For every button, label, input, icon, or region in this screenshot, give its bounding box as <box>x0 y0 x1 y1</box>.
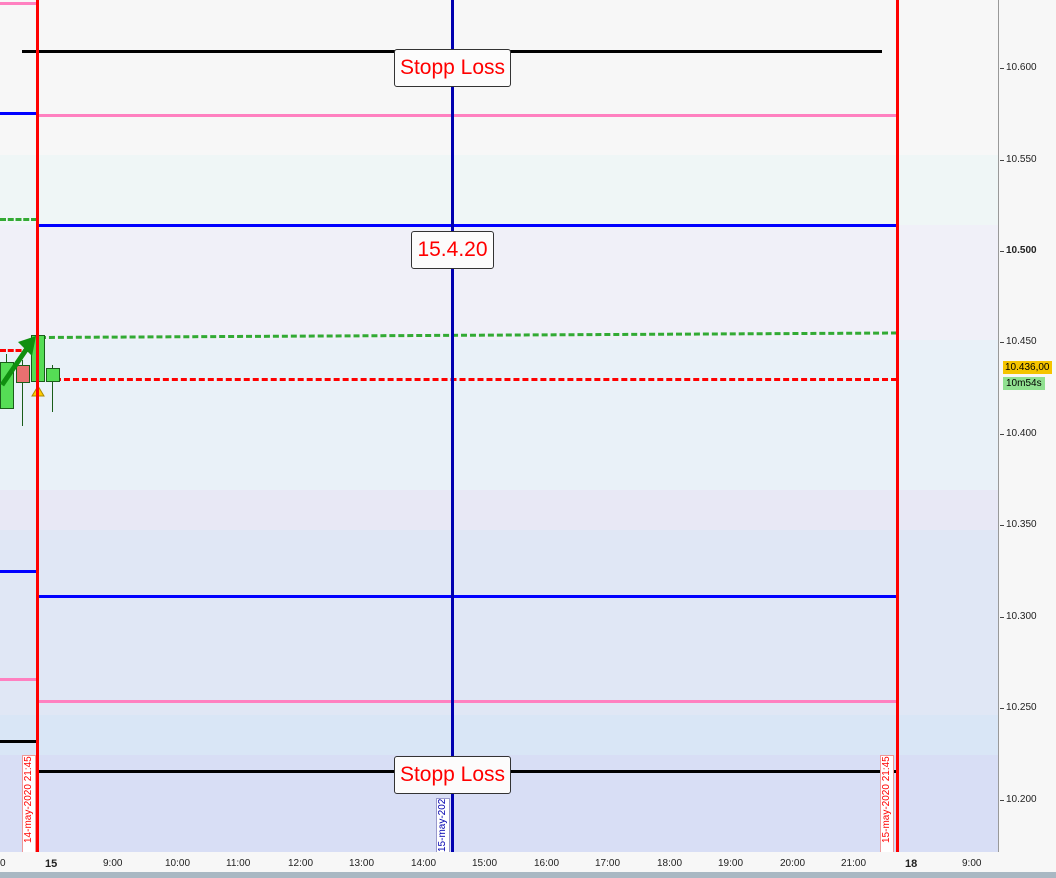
candle-bull[interactable] <box>46 368 60 382</box>
stop-loss-label-bottom[interactable]: Stopp Loss <box>394 756 511 794</box>
time-tick: 15:00 <box>472 858 498 869</box>
red-dotted-line <box>0 349 37 352</box>
time-tick: 18:00 <box>657 858 683 869</box>
vertical-line-label: 14-may-2020 21:45 <box>22 755 36 852</box>
time-tick: 20:00 <box>780 858 806 869</box>
red-dotted-line <box>37 378 897 381</box>
price-tick: 10.450 <box>1000 336 1037 347</box>
blue-level-line <box>0 112 37 115</box>
price-tick: 10.600 <box>1000 62 1037 73</box>
time-tick: 19:00 <box>718 858 744 869</box>
candle-wick <box>52 365 53 412</box>
pink-level-line <box>0 2 37 5</box>
time-tick: 21:00 <box>841 858 867 869</box>
candle-wick <box>22 360 23 426</box>
chart-plot-area[interactable]: 14-may-2020 21:45 15-may-202 15-may-2020… <box>0 0 999 852</box>
scrollbar[interactable] <box>0 872 1056 878</box>
pink-level-line <box>37 700 897 703</box>
countdown-badge: 10m54s <box>1003 377 1045 390</box>
price-tick: 10.400 <box>1000 428 1037 439</box>
price-tick: 10.250 <box>1000 702 1037 713</box>
time-tick: 12:00 <box>288 858 314 869</box>
vertical-line-mid[interactable] <box>451 0 454 852</box>
time-tick: 17:00 <box>595 858 621 869</box>
blue-level-line <box>37 224 897 227</box>
price-tick: 10.350 <box>1000 519 1037 530</box>
time-tick: 16:00 <box>534 858 560 869</box>
vertical-line-label: 15-may-202 <box>436 798 450 852</box>
trend-arrow-icon <box>0 336 36 387</box>
time-tick: 13:00 <box>349 858 375 869</box>
price-tick: 10.500 <box>1000 245 1037 256</box>
stop-loss-label-top[interactable]: Stopp Loss <box>394 49 511 87</box>
blue-level-line <box>37 595 897 598</box>
vertical-line-label: 15-may-2020 21:45 <box>880 755 894 852</box>
time-tick: 11:00 <box>226 858 251 869</box>
blue-level-line <box>0 570 37 573</box>
time-tick: 18 <box>905 858 918 870</box>
time-tick: 10:00 <box>165 858 191 869</box>
vertical-line-start[interactable] <box>36 0 39 852</box>
green-dotted-line <box>0 218 37 221</box>
vertical-line-end[interactable] <box>896 0 899 852</box>
price-tick: 10.300 <box>1000 611 1037 622</box>
price-tick: 10.550 <box>1000 154 1037 165</box>
candle-bear[interactable] <box>16 365 30 383</box>
time-tick: 9:00 <box>962 858 982 869</box>
price-tick: 10.200 <box>1000 794 1037 805</box>
pink-level-line <box>37 114 897 117</box>
time-tick: 0 <box>0 858 6 869</box>
time-tick: 14:00 <box>411 858 437 869</box>
time-tick: 15 <box>45 858 58 870</box>
pink-level-line <box>0 678 37 681</box>
stop-loss-line <box>0 740 37 743</box>
time-tick: 9:00 <box>103 858 123 869</box>
current-price-badge: 10.436,00 <box>1003 361 1052 374</box>
date-label[interactable]: 15.4.20 <box>411 231 494 269</box>
